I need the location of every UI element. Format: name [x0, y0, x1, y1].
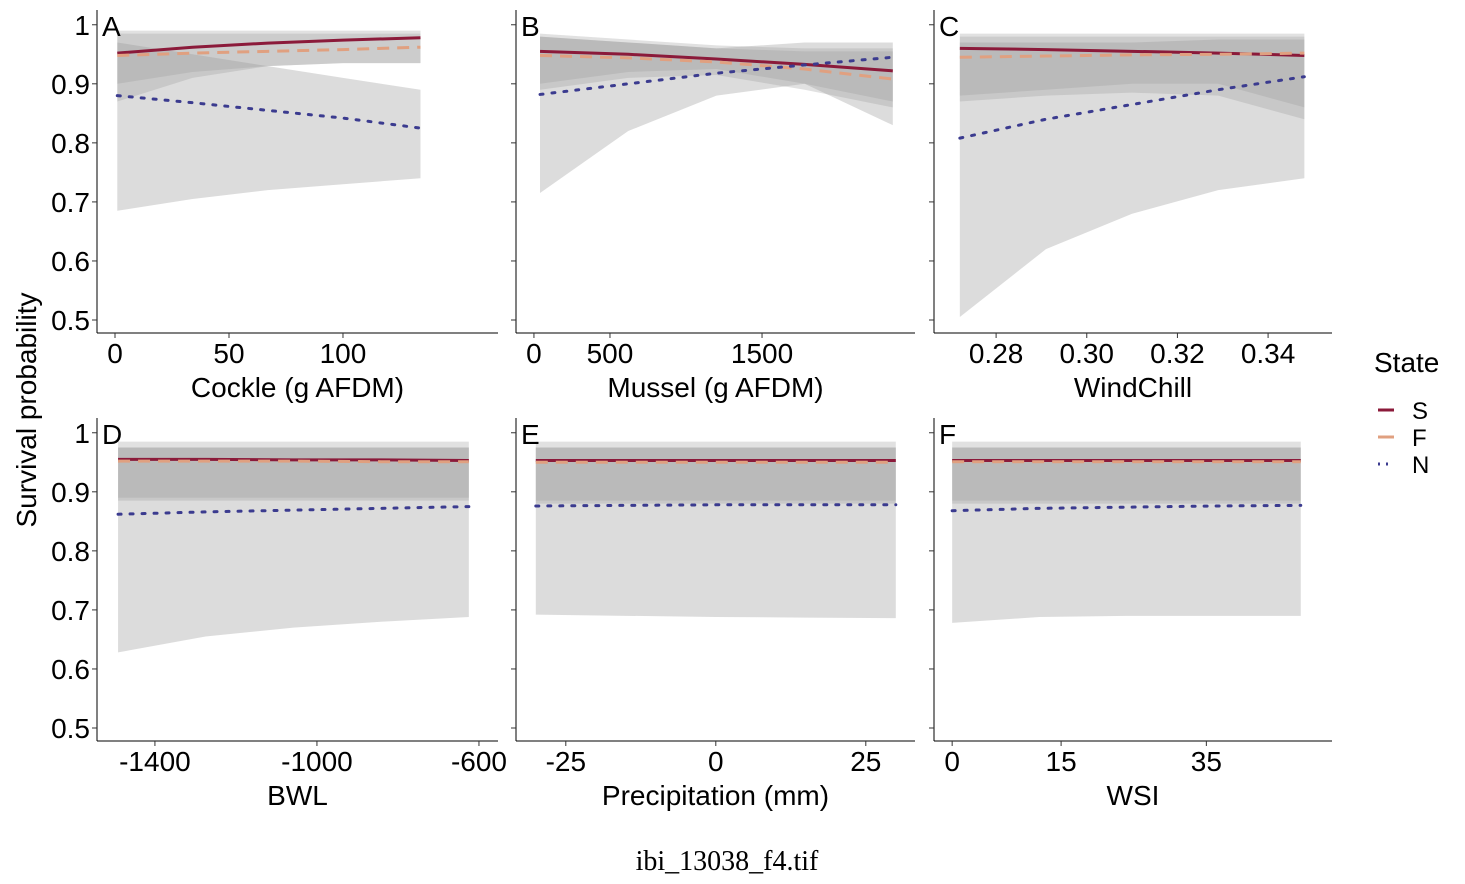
- x-tick-label: 35: [1191, 746, 1222, 777]
- x-axis-title: WindChill: [1074, 372, 1192, 403]
- confidence-band: [118, 447, 469, 653]
- y-tick-label: 1: [74, 418, 90, 449]
- series-line: [538, 55, 895, 96]
- x-tick-label: 50: [213, 338, 244, 369]
- confidence-band: [952, 447, 1301, 504]
- panel-label: A: [102, 11, 121, 42]
- series-line: [950, 503, 1303, 513]
- x-tick-label: -1400: [119, 746, 191, 777]
- confidence-band: [535, 447, 896, 619]
- x-axis-title: Cockle (g AFDM): [191, 372, 404, 403]
- confidence-band: [540, 36, 893, 194]
- panel-label: E: [521, 419, 540, 450]
- x-tick-label: 0.34: [1241, 338, 1296, 369]
- legend-label: N: [1412, 452, 1429, 479]
- x-tick-label: 25: [850, 746, 881, 777]
- series-line: [117, 45, 421, 57]
- x-axis-title: Precipitation (mm): [602, 780, 829, 811]
- series-line: [117, 36, 421, 55]
- x-axis-title: WSI: [1107, 780, 1160, 811]
- confidence-band: [118, 441, 469, 498]
- y-tick-label: 0.9: [51, 477, 90, 508]
- x-tick-label: 0.30: [1060, 338, 1115, 369]
- panel-label: C: [939, 11, 959, 42]
- x-tick-label: 0: [526, 338, 542, 369]
- confidence-band: [952, 447, 1301, 623]
- series-line: [539, 49, 893, 73]
- y-tick-label: 0.6: [51, 654, 90, 685]
- x-tick-label: 1500: [731, 338, 793, 369]
- confidence-band: [952, 441, 1301, 501]
- series-line: [115, 94, 422, 130]
- x-tick-label: 0: [107, 338, 123, 369]
- confidence-band: [535, 447, 896, 504]
- y-tick-label: 0.5: [51, 305, 90, 336]
- x-tick-label: -1000: [281, 746, 353, 777]
- caption: ibi_13038_f4.tif: [636, 846, 819, 877]
- x-tick-label: 0: [944, 746, 960, 777]
- legend-label: S: [1412, 398, 1428, 425]
- x-tick-label: 500: [587, 338, 634, 369]
- panel-label: F: [939, 419, 956, 450]
- confidence-band: [959, 39, 1305, 318]
- series-line: [116, 505, 471, 516]
- x-tick-label: 0.28: [969, 338, 1024, 369]
- x-tick-label: 0: [708, 746, 724, 777]
- panel-label: D: [102, 419, 122, 450]
- x-axis-title: BWL: [267, 780, 328, 811]
- y-tick-label: 0.7: [51, 187, 90, 218]
- panel-label: B: [521, 11, 540, 42]
- y-axis-title: Survival probability: [11, 293, 42, 528]
- x-tick-label: -25: [546, 746, 586, 777]
- y-tick-label: 0.8: [51, 536, 90, 567]
- series-line: [959, 51, 1305, 59]
- x-tick-label: 0.32: [1150, 338, 1205, 369]
- confidence-band: [540, 33, 893, 102]
- x-tick-label: 100: [320, 338, 367, 369]
- x-axis-title: Mussel (g AFDM): [607, 372, 823, 403]
- legend-title: State: [1374, 347, 1439, 378]
- confidence-band: [535, 441, 896, 501]
- y-tick-label: 0.6: [51, 246, 90, 277]
- y-tick-label: 0.5: [51, 713, 90, 744]
- y-tick-label: 0.7: [51, 595, 90, 626]
- y-tick-label: 0.8: [51, 128, 90, 159]
- legend-label: F: [1412, 425, 1427, 452]
- series-line: [118, 457, 469, 463]
- y-tick-label: 0.9: [51, 69, 90, 100]
- series-line: [534, 503, 898, 508]
- y-tick-label: 1: [74, 10, 90, 41]
- confidence-band: [117, 42, 421, 211]
- x-tick-label: 15: [1046, 746, 1077, 777]
- x-tick-label: -600: [451, 746, 507, 777]
- confidence-band: [118, 447, 469, 501]
- series-line: [958, 75, 1306, 140]
